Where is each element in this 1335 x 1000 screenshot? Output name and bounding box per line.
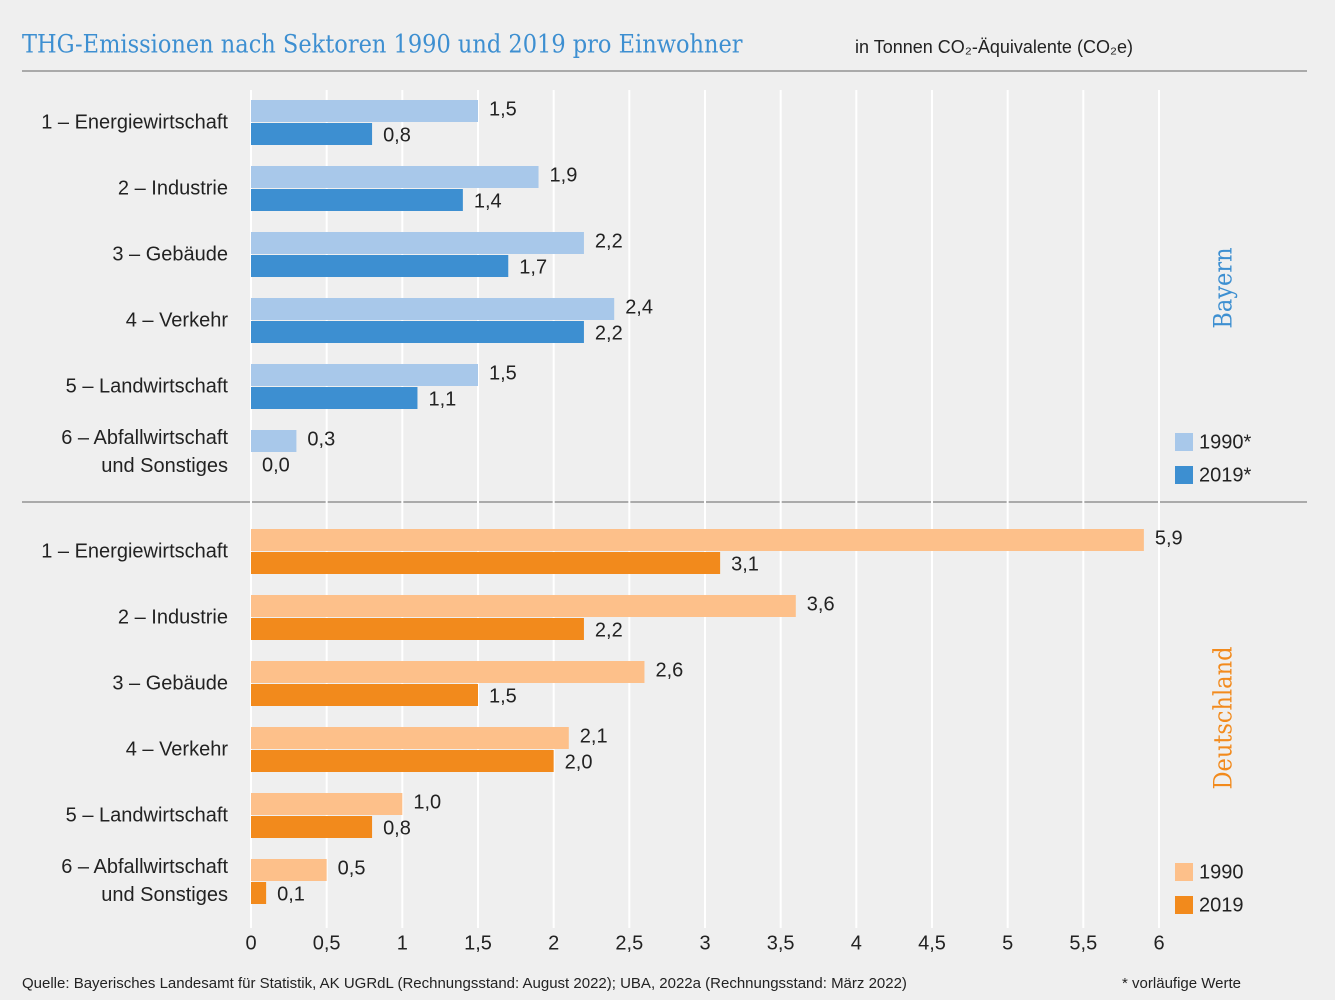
value-label: 2,4 xyxy=(625,296,653,318)
panel-label: Deutschland xyxy=(1209,647,1238,790)
bar xyxy=(251,816,373,838)
category-label: 2 – Industrie xyxy=(118,606,228,628)
legend-swatch xyxy=(1175,896,1193,914)
x-tick-label: 1,5 xyxy=(464,932,492,954)
bar xyxy=(251,529,1144,551)
legend-label: 1990* xyxy=(1199,431,1251,453)
x-tick-label: 4,5 xyxy=(918,932,946,954)
value-label: 2,2 xyxy=(595,230,623,252)
bar xyxy=(251,232,584,254)
legend-swatch xyxy=(1175,863,1193,881)
bar xyxy=(251,430,297,452)
value-label: 1,9 xyxy=(550,164,578,186)
x-tick-label: 4 xyxy=(851,932,862,954)
value-label: 0,8 xyxy=(383,817,411,839)
value-label: 1,4 xyxy=(474,190,502,212)
category-label: 3 – Gebäude xyxy=(112,243,228,265)
bar xyxy=(251,661,645,683)
value-label: 3,6 xyxy=(807,593,835,615)
value-label: 1,1 xyxy=(428,388,456,410)
bar xyxy=(251,387,418,409)
x-tick-label: 5,5 xyxy=(1069,932,1097,954)
panel-label: Bayern xyxy=(1209,247,1238,328)
source: Quelle: Bayerisches Landesamt für Statis… xyxy=(22,975,907,992)
bar xyxy=(251,166,539,188)
bar xyxy=(251,255,509,277)
chart-title: THG-Emissionen nach Sektoren 1990 und 20… xyxy=(22,30,743,59)
value-label: 5,9 xyxy=(1155,527,1183,549)
category-label: 6 – Abfallwirtschaft und Sonstiges xyxy=(61,856,228,906)
x-tick-label: 2,5 xyxy=(615,932,643,954)
category-label: 2 – Industrie xyxy=(118,177,228,199)
legend-label: 2019* xyxy=(1199,464,1251,486)
category-label: 4 – Verkehr xyxy=(126,309,229,331)
value-label: 1,7 xyxy=(519,256,547,278)
value-label: 1,5 xyxy=(489,98,517,120)
x-tick-label: 5 xyxy=(1002,932,1013,954)
value-label: 0,8 xyxy=(383,124,411,146)
bar xyxy=(251,882,267,904)
value-label: 2,2 xyxy=(595,322,623,344)
value-label: 0,3 xyxy=(307,428,335,450)
bar xyxy=(251,595,796,617)
value-label: 1,0 xyxy=(413,791,441,813)
x-tick-label: 6 xyxy=(1153,932,1164,954)
category-label: 5 – Landwirtschaft xyxy=(66,375,229,397)
bar xyxy=(251,750,554,772)
x-tick-label: 0 xyxy=(245,932,256,954)
value-label: 3,1 xyxy=(731,553,759,575)
bar xyxy=(251,552,721,574)
category-label: 6 – Abfallwirtschaft und Sonstiges xyxy=(61,427,228,477)
legend-label: 2019 xyxy=(1199,894,1244,916)
note: * vorläufige Werte xyxy=(1122,975,1241,992)
bar xyxy=(251,123,373,145)
legend-label: 1990 xyxy=(1199,861,1244,883)
bar xyxy=(251,189,463,211)
x-tick-label: 2 xyxy=(548,932,559,954)
value-label: 0,5 xyxy=(338,857,366,879)
legend-swatch xyxy=(1175,466,1193,484)
chart-subtitle: in Tonnen CO₂-Äquivalente (CO₂e) xyxy=(855,37,1133,57)
category-label: 1 – Energiewirtschaft xyxy=(41,540,228,562)
bar xyxy=(251,618,584,640)
value-label: 2,2 xyxy=(595,619,623,641)
value-label: 2,6 xyxy=(655,659,683,681)
bar xyxy=(251,364,478,386)
category-label: 1 – Energiewirtschaft xyxy=(41,111,228,133)
category-label: 3 – Gebäude xyxy=(112,672,228,694)
legend-swatch xyxy=(1175,433,1193,451)
bar xyxy=(251,100,478,122)
x-tick-label: 3 xyxy=(699,932,710,954)
x-tick-label: 1 xyxy=(397,932,408,954)
value-label: 2,1 xyxy=(580,725,608,747)
bar xyxy=(251,298,615,320)
bar xyxy=(251,793,403,815)
bar xyxy=(251,859,327,881)
value-label: 0,0 xyxy=(262,454,290,476)
bar xyxy=(251,684,478,706)
x-tick-label: 0,5 xyxy=(313,932,341,954)
bar xyxy=(251,727,569,749)
value-label: 1,5 xyxy=(489,685,517,707)
category-label: 4 – Verkehr xyxy=(126,738,229,760)
bar xyxy=(251,321,584,343)
category-label: 5 – Landwirtschaft xyxy=(66,804,229,826)
value-label: 0,1 xyxy=(277,883,305,905)
value-label: 2,0 xyxy=(565,751,593,773)
value-label: 1,5 xyxy=(489,362,517,384)
x-tick-label: 3,5 xyxy=(767,932,795,954)
